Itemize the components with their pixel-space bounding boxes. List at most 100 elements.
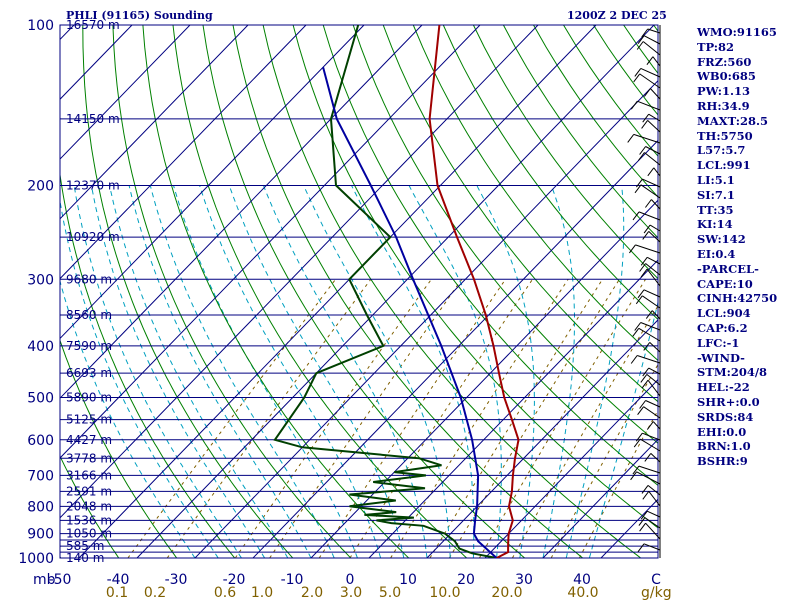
wind-barb-flag — [642, 490, 650, 500]
index-row: TT:35 — [697, 202, 734, 217]
wind-barb-flag — [632, 211, 640, 221]
wind-barb — [643, 543, 661, 551]
height-label: 7590 m — [66, 339, 112, 353]
isotherm-line — [310, 199, 658, 558]
isotherm-line — [60, 25, 539, 519]
height-label: 2591 m — [66, 484, 112, 498]
wind-barb — [652, 56, 661, 67]
dry-adiabat — [202, 25, 526, 558]
wind-barb-flag — [642, 113, 650, 123]
index-row: LCL:904 — [697, 306, 751, 321]
isotherm-line — [60, 25, 191, 160]
index-row: FRZ:560 — [697, 54, 752, 69]
wind-barb-flag — [630, 100, 638, 110]
temperature-tick-label: 40 — [573, 572, 591, 588]
wind-barb — [639, 438, 661, 452]
index-row: KI:14 — [697, 217, 733, 232]
wind-barb-flag — [632, 465, 640, 475]
wind-barb — [653, 167, 661, 177]
height-label: 5890 m — [66, 391, 112, 405]
wind-barb-flag — [645, 310, 653, 319]
wind-barb — [645, 146, 661, 155]
index-row: WB0:685 — [697, 69, 756, 84]
wind-barb-flag — [639, 400, 646, 409]
parcel-path — [322, 66, 498, 558]
index-row: BRN:1.0 — [697, 439, 751, 454]
wind-barb — [645, 522, 661, 540]
wind-barb-flag — [640, 510, 648, 520]
mixing-ratio-line — [269, 279, 463, 558]
wind-barb — [639, 73, 661, 89]
station-title: PHLI (91165) Sounding — [66, 9, 213, 22]
wind-barb-flag — [636, 178, 643, 188]
wind-barb-flag — [634, 68, 642, 77]
pressure-unit-label: mb — [33, 572, 56, 588]
wind-barb — [638, 211, 661, 221]
index-row: CINH:42750 — [697, 291, 778, 306]
pressure-tick-label: 100 — [27, 18, 54, 34]
isotherm-line — [60, 25, 249, 220]
wind-barb-flag — [637, 543, 645, 553]
temperature-profile — [428, 25, 520, 558]
wind-barb — [648, 490, 661, 507]
wind-barb — [648, 367, 661, 375]
wind-barb — [643, 289, 661, 298]
wind-barb — [648, 231, 661, 243]
moist-adiabat — [263, 185, 428, 558]
isotherm-line — [194, 79, 658, 558]
index-row: TH:5750 — [697, 128, 753, 143]
sounding-profiles — [273, 25, 520, 558]
wind-barb-flag — [630, 355, 638, 364]
height-label: 140 m — [66, 551, 104, 565]
moist-adiabat — [173, 185, 358, 558]
mixing-ratio-label: 3.0 — [340, 585, 362, 600]
wind-barb-flag — [641, 485, 649, 494]
plot-frame — [59, 24, 659, 559]
index-row: LCL:991 — [697, 158, 751, 173]
pressure-tick-label: 500 — [27, 391, 54, 407]
wind-barb-flag — [637, 35, 645, 45]
temperature-tick-label: 0 — [346, 572, 355, 588]
mixing-ratio-label: 5.0 — [379, 585, 401, 600]
index-row: L57:5.7 — [697, 143, 746, 158]
temperature-tick-label: 30 — [515, 572, 533, 588]
wind-barb-flag — [635, 295, 643, 305]
isotherm-line — [60, 25, 481, 459]
wind-barb — [637, 100, 661, 111]
mixing-ratio-label: 20.0 — [491, 585, 522, 600]
temperature-tick-label: -20 — [223, 572, 246, 588]
index-row: WMO:91165 — [697, 25, 777, 39]
wind-barb — [644, 152, 661, 166]
wind-barb — [647, 379, 661, 397]
wind-barb — [637, 355, 661, 364]
index-row: BSHR:9 — [697, 454, 748, 469]
moist-adiabat — [128, 185, 312, 558]
mixing-ratio-label: 10.0 — [429, 585, 460, 600]
wind-barb — [647, 120, 661, 133]
pressure-tick-label: 1000 — [18, 551, 54, 567]
index-row: LFC:-1 — [697, 335, 740, 350]
pressure-tick-label: 400 — [27, 339, 54, 355]
wind-barb-flag — [642, 231, 650, 240]
stability-indices-panel: WMO:91165 TP:82 FRZ:560 WB0:685 PW:1.13 RH:34… — [697, 25, 800, 469]
wind-barb — [642, 41, 661, 56]
index-row: HEL:-22 — [697, 380, 750, 395]
isotherm-line — [484, 378, 658, 558]
height-label: 5125 m — [66, 413, 112, 427]
pressure-tick-label: 600 — [27, 433, 54, 449]
index-row: -WIND- — [697, 350, 745, 365]
height-label: 8560 m — [66, 308, 112, 322]
index-row: MAXT:28.5 — [697, 113, 768, 128]
wind-barb — [642, 432, 661, 441]
pressure-tick-label: 700 — [27, 468, 54, 484]
wind-barb — [646, 268, 661, 287]
temperature-tick-label: -10 — [281, 572, 304, 588]
wind-barb-flag — [633, 73, 641, 83]
wind-barb-flag — [634, 184, 642, 194]
wind-barb-flag — [630, 471, 637, 481]
wind-barb-flag — [642, 367, 650, 377]
wind-barb — [652, 421, 661, 430]
valid-time: 1200Z 2 DEC 25 — [567, 9, 667, 22]
